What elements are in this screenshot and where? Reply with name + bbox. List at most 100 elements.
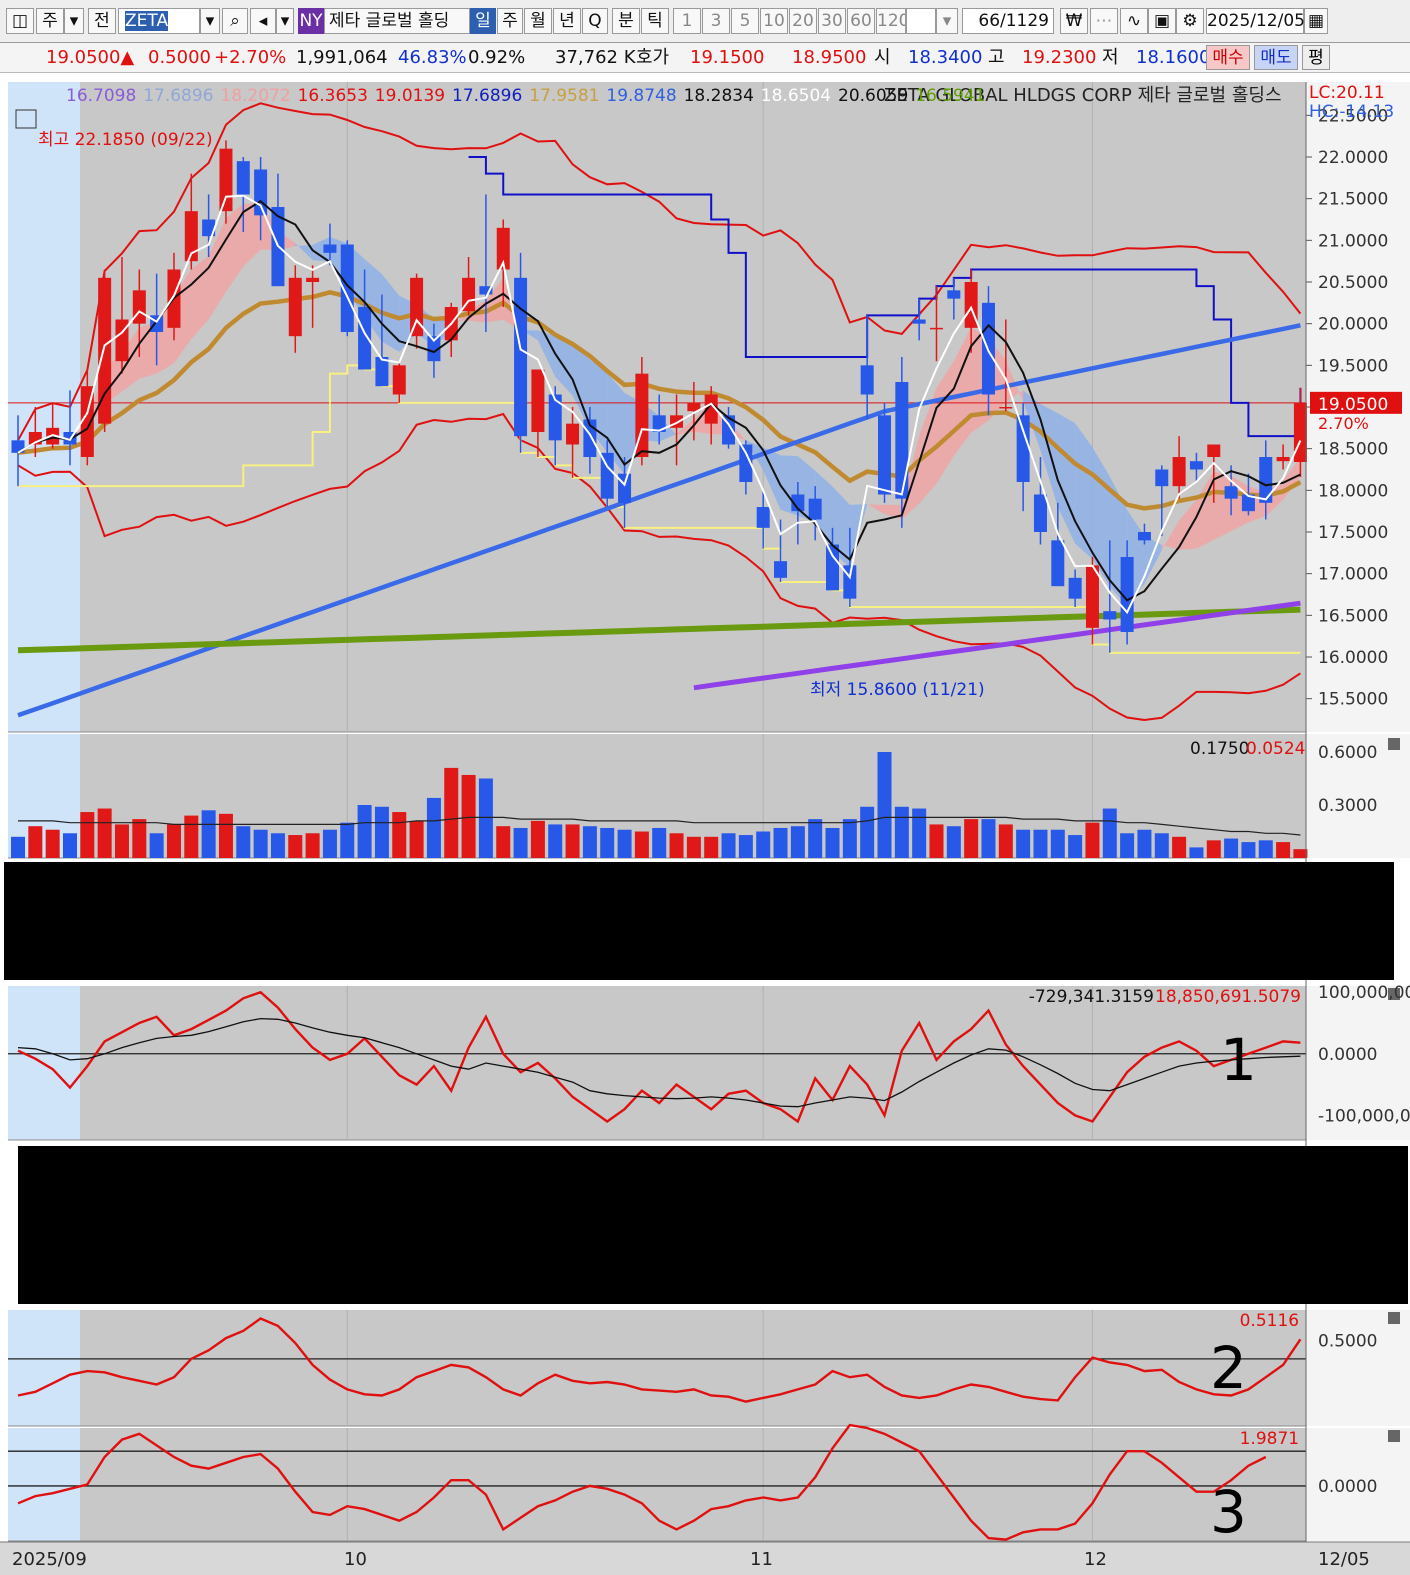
interval-30[interactable]: 30 <box>818 8 846 34</box>
quote-bar: 19.0500▲ 0.5000 +2.70% 1,991,064 46.83% … <box>0 43 1410 73</box>
candle-body <box>1016 415 1030 482</box>
volume-bar <box>721 833 736 858</box>
price-tick-label: 15.5000 <box>1318 690 1388 710</box>
unit-tick[interactable]: 틱 <box>641 8 669 34</box>
candle-body <box>1103 611 1117 620</box>
candle-body <box>1189 461 1203 470</box>
period-daily[interactable]: 일 <box>470 8 496 34</box>
volume-bar <box>1033 829 1048 858</box>
last-price: 19.0500▲ <box>46 47 135 68</box>
symbol-input[interactable]: ZETA <box>118 8 200 34</box>
search-icon[interactable]: ⌕ <box>222 8 248 34</box>
volume-bar <box>11 836 25 858</box>
speaker-icon[interactable]: ◂ <box>250 8 276 34</box>
candle-body <box>219 148 233 212</box>
candle-body <box>687 402 701 412</box>
candle-body <box>566 423 580 445</box>
volume-bar <box>1189 847 1204 858</box>
volume-bar <box>218 813 233 858</box>
ichimoku-cloud-segment <box>607 373 625 475</box>
oscillator-tick-label: 0.0000 <box>1318 1477 1377 1497</box>
moving-average-120 <box>17 323 1301 718</box>
volume-bar <box>1276 842 1291 858</box>
oscillator-readout: 18,850,691.5079 <box>1155 987 1301 1007</box>
chevron-down-icon[interactable]: ▾ <box>276 8 294 34</box>
volume-bar <box>964 819 979 858</box>
oscillator-readout: 1.9871 <box>1240 1429 1299 1449</box>
calendar-icon[interactable]: ▦ <box>1304 8 1328 34</box>
period-monthly[interactable]: 월 <box>524 8 552 34</box>
candle-body <box>514 277 528 437</box>
volume-bar <box>704 836 719 858</box>
volume-bar <box>634 831 649 858</box>
volume-bar <box>756 831 771 858</box>
trendline-support <box>693 600 1301 691</box>
candle-body <box>912 319 926 324</box>
interval-120[interactable]: 120 <box>876 8 906 34</box>
interval-20[interactable]: 20 <box>789 8 817 34</box>
eval-button[interactable]: 평 <box>1302 45 1330 70</box>
candle-body <box>1172 457 1186 487</box>
interval-input[interactable] <box>906 8 936 34</box>
interval-10[interactable]: 10 <box>760 8 788 34</box>
moving-average-5 <box>17 199 1301 602</box>
volume-bar <box>97 808 112 858</box>
period-yearly[interactable]: 년 <box>553 8 581 34</box>
candle-body <box>1051 540 1065 587</box>
volume-bar <box>617 829 632 858</box>
panel-background-price <box>8 82 1306 732</box>
unit-minute[interactable]: 분 <box>612 8 640 34</box>
volume-bar <box>530 820 545 858</box>
ichimoku-cloud-segment <box>867 504 885 515</box>
chevron-down-icon[interactable]: ▾ <box>936 8 958 34</box>
save-icon[interactable]: ▣ <box>1148 8 1176 34</box>
interval-3[interactable]: 3 <box>702 8 730 34</box>
market-type-button[interactable]: 주 <box>36 8 64 34</box>
interval-5[interactable]: 5 <box>731 8 759 34</box>
window-icon[interactable]: ◫ <box>6 8 34 34</box>
interval-60[interactable]: 60 <box>847 8 875 34</box>
hoga-label: 호가 <box>636 47 670 68</box>
axis-background-vol <box>1306 734 1410 858</box>
chevron-down-icon[interactable]: ▾ <box>64 8 84 34</box>
interval-1[interactable]: 1 <box>673 8 701 34</box>
gear-icon[interactable]: ⚙ <box>1176 8 1204 34</box>
candle-body <box>236 161 250 195</box>
candle-body <box>1241 494 1255 512</box>
candle-body <box>1259 457 1273 503</box>
period-quarter[interactable]: Q <box>582 8 608 34</box>
candle-body <box>600 452 614 499</box>
candle-body <box>410 277 424 337</box>
volume-bar <box>686 836 701 858</box>
volume-bar <box>1137 829 1152 858</box>
prev-button[interactable]: 전 <box>88 8 116 34</box>
volume-bar <box>1224 838 1239 858</box>
bollinger-upper <box>17 102 1302 441</box>
panel-history-shade-osc3 <box>8 1428 80 1541</box>
candle-body <box>288 277 302 337</box>
buy-button[interactable]: 매수 <box>1206 45 1250 70</box>
volume-bar <box>149 833 164 858</box>
volume-bar <box>305 833 320 858</box>
candle-body <box>496 227 510 270</box>
open-label: 시 <box>874 47 891 68</box>
candle-body <box>895 382 909 499</box>
drawing-tool-icon[interactable]: ⋯ <box>1090 8 1118 34</box>
line-tool-icon[interactable]: ∿ <box>1120 8 1148 34</box>
sell-button[interactable]: 매도 <box>1254 45 1298 70</box>
currency-button[interactable]: ₩ <box>1060 8 1088 34</box>
volume-bar <box>860 806 875 858</box>
volume-bar <box>582 826 597 858</box>
volume-bar <box>548 824 563 858</box>
oscillator-series <box>17 990 1301 1124</box>
period-weekly[interactable]: 주 <box>497 8 523 34</box>
overlay-label-2: 2 <box>1210 1334 1247 1402</box>
symbol-dropdown-icon[interactable]: ▾ <box>200 8 220 34</box>
range-high-line <box>468 156 1302 438</box>
count-field[interactable]: 66/1129 <box>962 8 1054 34</box>
candle-body <box>1207 444 1221 457</box>
exchange-badge: NY <box>298 8 324 34</box>
date-field[interactable]: 2025/12/05 <box>1206 8 1305 34</box>
ichimoku-cloud-segment <box>208 218 226 320</box>
